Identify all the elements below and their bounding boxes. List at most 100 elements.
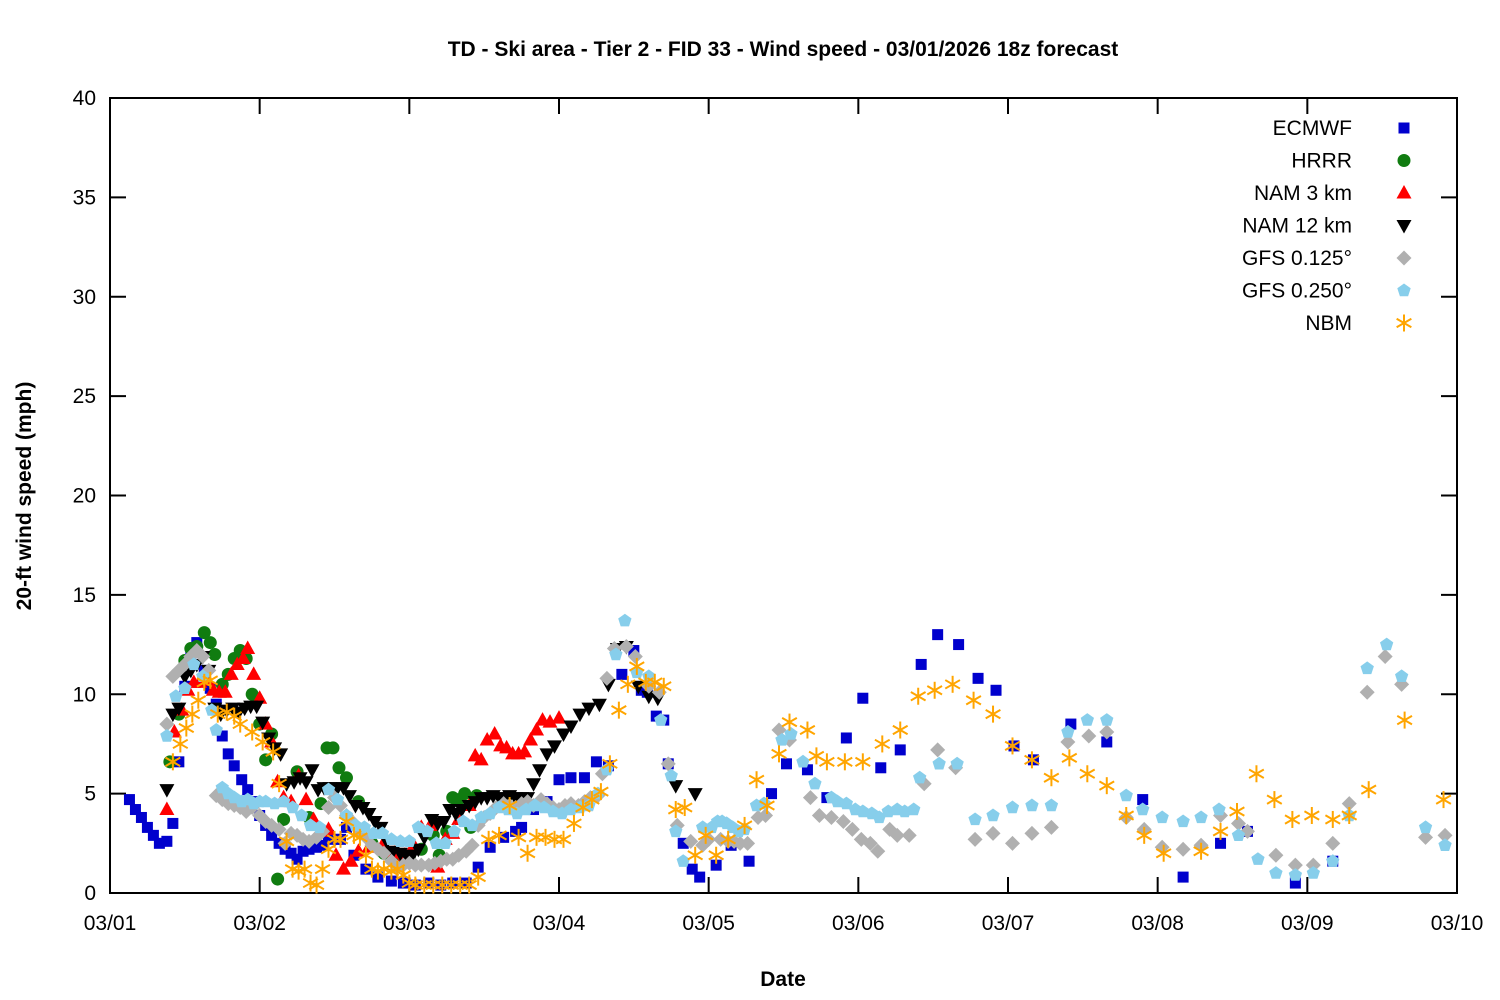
data-point [160, 729, 174, 742]
data-point [669, 824, 683, 838]
data-point [1360, 781, 1377, 799]
data-point [1380, 637, 1394, 651]
data-point [874, 735, 891, 753]
data-point [932, 756, 946, 770]
data-point [1194, 810, 1208, 824]
data-point [950, 756, 964, 770]
data-point [566, 814, 582, 832]
chart-title: TD - Ski area - Tier 2 - FID 33 - Wind s… [448, 38, 1119, 61]
data-point [296, 860, 313, 878]
data-point [872, 810, 886, 824]
data-point [555, 830, 572, 848]
data-point [985, 705, 1001, 723]
data-point [178, 681, 192, 694]
data-point [1176, 814, 1190, 828]
data-point [393, 834, 407, 847]
data-point [1284, 810, 1301, 828]
data-point [141, 821, 153, 833]
data-point [796, 754, 810, 768]
data-point [1395, 669, 1409, 682]
data-point [572, 708, 588, 723]
data-point [1004, 737, 1021, 755]
data-point [483, 806, 497, 820]
data-point [487, 726, 503, 740]
x-axis-label: Date [760, 968, 806, 991]
data-point [523, 731, 539, 746]
data-point [338, 812, 355, 830]
data-point [926, 681, 943, 699]
data-point [854, 753, 871, 771]
data-point [197, 626, 211, 640]
data-point [802, 790, 818, 806]
data-point [271, 872, 285, 886]
data-point [235, 650, 251, 664]
data-point [686, 863, 698, 875]
data-point [736, 816, 753, 834]
data-point [542, 714, 558, 728]
data-point [298, 791, 314, 806]
data-point [823, 809, 839, 825]
data-point [292, 772, 308, 786]
data-point [1306, 866, 1320, 879]
y-tick-label: 20 [73, 485, 96, 508]
data-point [1005, 800, 1020, 814]
data-point [967, 831, 983, 847]
data-point [226, 707, 243, 725]
data-point [1212, 822, 1229, 840]
data-points [123, 613, 1453, 894]
data-point [1418, 829, 1434, 845]
data-point [232, 715, 249, 733]
data-point [720, 830, 736, 848]
data-point [910, 687, 927, 705]
data-point [1043, 769, 1060, 787]
data-point [1266, 791, 1283, 809]
data-point [516, 821, 528, 833]
data-point [249, 700, 265, 715]
x-tick-label: 03/07 [982, 912, 1035, 935]
data-point [277, 812, 291, 826]
y-tick-label: 35 [73, 186, 96, 209]
data-point [1136, 802, 1150, 816]
data-point [343, 853, 359, 867]
data-point [1269, 866, 1283, 879]
data-point [311, 841, 323, 853]
data-point [1155, 810, 1169, 824]
data-point [330, 792, 345, 806]
data-point [332, 761, 346, 775]
data-point [1251, 852, 1265, 865]
data-point [839, 796, 853, 810]
data-point [366, 826, 381, 839]
data-point [254, 733, 271, 751]
data-point [240, 640, 256, 655]
data-point [184, 705, 201, 723]
data-point [209, 723, 223, 736]
data-point [687, 788, 703, 802]
data-point [1100, 713, 1114, 726]
data-point [1099, 724, 1115, 740]
data-point [360, 863, 372, 875]
data-point [591, 698, 607, 713]
data-point [1359, 684, 1375, 700]
data-point [708, 846, 725, 864]
data-point [1136, 826, 1153, 844]
data-point [1396, 711, 1413, 729]
legend-label: GFS 0.125° [1242, 247, 1352, 270]
data-point [277, 794, 291, 808]
data-point [339, 771, 353, 785]
legend-label: HRRR [1291, 150, 1352, 173]
data-point [217, 684, 233, 698]
series-ecmwf [123, 629, 1339, 891]
data-point [454, 804, 470, 818]
data-point [519, 844, 536, 862]
data-point [335, 861, 351, 875]
y-tick-label: 5 [84, 783, 96, 806]
legend-label: GFS 0.250° [1242, 280, 1352, 303]
data-point [321, 782, 336, 796]
data-point [410, 843, 426, 858]
data-point [628, 657, 645, 675]
data-point [447, 824, 461, 838]
data-point [321, 800, 337, 816]
data-point [291, 853, 303, 865]
